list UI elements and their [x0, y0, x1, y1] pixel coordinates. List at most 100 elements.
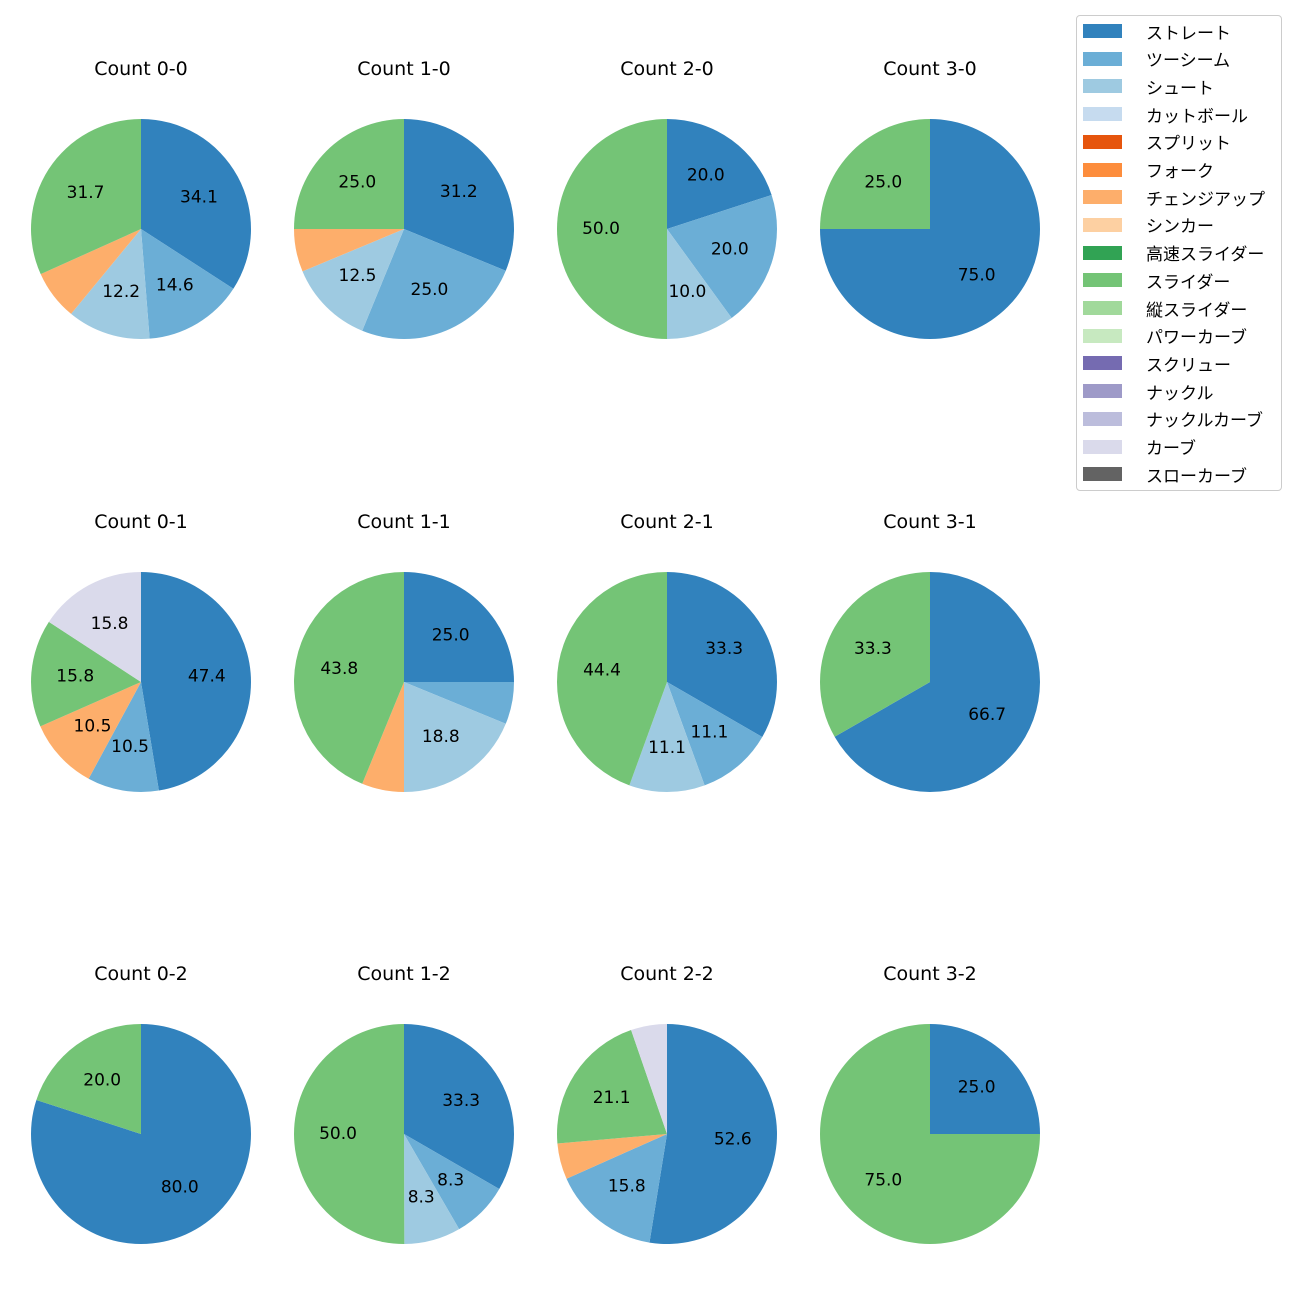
slice-label: 75.0	[864, 1171, 902, 1191]
pie-slice	[30, 621, 141, 727]
pie-slice	[667, 229, 732, 339]
pie-slice	[362, 682, 404, 792]
pie-slice	[820, 119, 930, 229]
legend-item: シュート	[1083, 75, 1214, 99]
pie-slice	[820, 572, 930, 737]
slice-label: 20.0	[687, 166, 725, 186]
pie-count-0-0: Count 0-0 34.1 14.6 12.2 31.7	[30, 58, 251, 339]
pie-count-2-1: Count 2-1 33.3 11.111.1 44.4	[556, 511, 777, 792]
legend-swatch	[1083, 384, 1122, 399]
legend-label: シンカー	[1146, 217, 1214, 238]
legend-swatch	[1083, 273, 1122, 288]
slice-label: 52.6	[714, 1129, 752, 1149]
legend-item: スプリット	[1083, 131, 1231, 154]
legend-swatch	[1083, 301, 1122, 315]
legend-label: スライダー	[1146, 272, 1231, 293]
legend-label: チェンジアップ	[1146, 189, 1265, 210]
pie-slice	[834, 572, 1040, 792]
legend-item: ナックル	[1083, 380, 1214, 404]
slice-label: 50.0	[319, 1124, 357, 1144]
pie-slice	[36, 1024, 141, 1134]
legend-label: カーブ	[1146, 439, 1196, 459]
slice-label: 31.7	[67, 183, 105, 203]
pie-title: Count 0-2	[94, 963, 188, 985]
slice-label: 11.1	[690, 723, 728, 743]
legend-item: ストレート	[1083, 20, 1231, 44]
legend-item: カーブ	[1083, 436, 1196, 459]
pie-slice	[667, 119, 772, 229]
pie-slice	[294, 229, 404, 272]
pie-slice	[404, 119, 514, 271]
pie-title: Count 2-2	[620, 963, 714, 985]
legend-item: 高速スライダー	[1083, 242, 1265, 266]
slice-label: 33.3	[854, 639, 892, 659]
pie-slice	[404, 682, 506, 792]
slice-label: 10.5	[111, 737, 149, 757]
legend-item: カットボール	[1083, 103, 1248, 127]
pie-slice	[302, 229, 404, 331]
legend-label: ナックルカーブ	[1146, 411, 1263, 432]
pie-title: Count 0-0	[94, 58, 188, 80]
pie-slice	[40, 682, 141, 779]
legend-item: ツーシーム	[1083, 48, 1231, 72]
slice-label: 10.5	[74, 717, 112, 737]
legend-label: ツーシーム	[1146, 51, 1231, 72]
slice-label: 25.0	[411, 280, 449, 300]
legend-label: ストレート	[1146, 23, 1231, 44]
pie-slice	[404, 682, 514, 724]
slice-label: 47.4	[188, 667, 226, 687]
legend-swatch	[1083, 467, 1122, 482]
legend-label: カットボール	[1146, 106, 1248, 127]
pie-slice	[629, 682, 705, 792]
legend-label: スローカーブ	[1146, 466, 1247, 487]
pie-slice	[667, 195, 778, 318]
pie-title: Count 1-2	[357, 963, 451, 985]
legend-item: パワーカーブ	[1083, 325, 1247, 349]
slice-label: 14.6	[156, 276, 194, 296]
pie-slice	[294, 119, 404, 229]
slice-label: 11.1	[648, 738, 686, 758]
legend-item: スクリュー	[1083, 352, 1231, 376]
slice-label: 34.1	[180, 187, 218, 207]
pie-count-0-2: Count 0-2 80.0 20.0	[31, 963, 252, 1245]
pie-slice	[566, 1134, 667, 1243]
legend-swatch	[1083, 245, 1122, 260]
legend-label: スクリュー	[1146, 355, 1231, 376]
slice-label: 15.8	[56, 667, 94, 687]
legend-swatch	[1083, 190, 1122, 205]
legend-swatch	[1083, 24, 1122, 38]
slice-label: 25.0	[864, 172, 902, 192]
slice-label: 44.4	[583, 661, 621, 681]
pie-slice	[71, 229, 150, 339]
slice-label: 21.1	[593, 1088, 631, 1108]
pie-slice	[294, 1024, 405, 1244]
slice-label: 75.0	[958, 266, 996, 286]
pie-slice	[404, 1024, 514, 1189]
legend-swatch	[1083, 51, 1122, 66]
slice-label: 66.7	[968, 705, 1006, 725]
slice-label: 15.8	[91, 614, 129, 634]
slice-label: 20.0	[711, 239, 749, 259]
legend-label: パワーカーブ	[1146, 328, 1247, 349]
slice-label: 31.2	[440, 182, 478, 202]
slice-label: 12.5	[339, 266, 377, 286]
pie-slice	[557, 119, 667, 339]
legend-item: フォーク	[1083, 159, 1214, 182]
pie-slice	[141, 119, 251, 289]
pie-slice	[31, 1024, 252, 1245]
pie-slice	[649, 1024, 778, 1244]
slice-label: 25.0	[958, 1077, 996, 1097]
slice-label: 80.0	[161, 1177, 199, 1197]
legend-swatch	[1083, 79, 1122, 94]
legend-label: 高速スライダー	[1146, 245, 1265, 266]
legend-swatch	[1083, 134, 1122, 149]
pie-slice	[667, 572, 777, 737]
legend-item: 縦スライダー	[1083, 297, 1248, 321]
pie-slice	[30, 119, 141, 275]
legend-label: 縦スライダー	[1146, 300, 1248, 321]
slice-label: 15.8	[608, 1176, 646, 1196]
pie-slice	[88, 682, 159, 792]
pie-slice	[557, 1030, 667, 1144]
pie-slice	[141, 572, 251, 791]
slice-label: 10.0	[668, 282, 706, 302]
